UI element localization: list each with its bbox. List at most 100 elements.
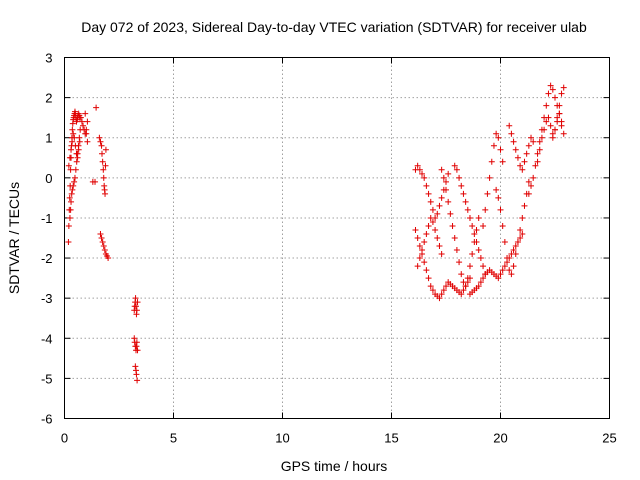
data-point <box>510 138 517 145</box>
series-track-u <box>549 110 567 141</box>
y-tick-label: 3 <box>45 51 52 66</box>
data-point <box>68 146 75 153</box>
data-point <box>512 251 519 258</box>
data-point <box>523 150 530 157</box>
data-point <box>556 102 563 109</box>
data-point <box>514 239 521 246</box>
data-point <box>70 182 77 189</box>
data-point <box>84 118 91 125</box>
data-point <box>525 190 532 197</box>
data-point <box>72 166 79 173</box>
x-tick-label: 10 <box>275 431 289 446</box>
data-point <box>458 182 465 189</box>
data-point <box>75 146 82 153</box>
data-point <box>427 214 434 221</box>
data-point <box>70 130 77 137</box>
data-point <box>469 222 476 229</box>
data-point <box>462 198 469 205</box>
data-point <box>429 218 436 225</box>
data-point <box>541 126 548 133</box>
data-point <box>65 222 72 229</box>
data-points <box>65 82 567 384</box>
data-point <box>425 275 432 282</box>
data-point <box>471 230 478 237</box>
data-point <box>423 182 430 189</box>
data-point <box>68 198 75 205</box>
data-point <box>466 214 473 221</box>
data-point <box>519 230 526 237</box>
data-point <box>530 174 537 181</box>
data-point <box>460 190 467 197</box>
data-point <box>69 186 76 193</box>
data-point <box>525 178 532 185</box>
data-point <box>517 226 524 233</box>
data-point <box>488 158 495 165</box>
data-point <box>443 178 449 185</box>
grid-lines <box>64 57 610 419</box>
data-point <box>495 275 502 282</box>
x-tick-label: 20 <box>493 431 507 446</box>
data-point <box>453 166 460 173</box>
data-point <box>100 243 107 250</box>
data-point <box>98 235 105 241</box>
data-point <box>528 182 535 189</box>
data-point <box>473 226 480 233</box>
data-point <box>434 235 441 241</box>
data-point <box>451 162 458 169</box>
series-track-m <box>438 166 482 290</box>
data-point <box>438 251 445 258</box>
data-point <box>83 130 90 137</box>
data-point <box>440 287 447 294</box>
series-track-s <box>525 82 565 197</box>
chart-title: Day 072 of 2023, Sidereal Day-to-day VTE… <box>81 19 587 35</box>
data-point <box>560 130 567 137</box>
data-point <box>71 134 78 141</box>
data-point <box>423 267 430 274</box>
data-point <box>536 138 543 145</box>
data-point <box>556 110 563 117</box>
data-point <box>102 146 109 153</box>
data-point <box>462 283 469 290</box>
data-point <box>100 174 107 181</box>
data-point <box>549 86 556 93</box>
data-point <box>434 210 441 217</box>
data-point <box>521 202 528 209</box>
data-point <box>432 226 439 233</box>
data-point <box>519 214 526 221</box>
data-point <box>419 170 426 177</box>
data-point <box>71 174 78 181</box>
data-point <box>508 130 515 137</box>
data-point <box>65 162 72 169</box>
data-point <box>534 150 541 157</box>
data-point <box>102 190 109 197</box>
y-tick-label: -3 <box>41 291 53 306</box>
series-track-f <box>89 104 100 185</box>
data-point <box>133 339 140 346</box>
data-point <box>133 371 140 378</box>
data-point <box>66 194 73 201</box>
data-point <box>100 166 107 173</box>
data-point <box>438 166 445 173</box>
data-point <box>77 114 84 121</box>
series-track-n <box>451 162 489 278</box>
data-point <box>68 190 75 197</box>
x-axis-label: GPS time / hours <box>281 458 388 474</box>
data-point <box>545 90 552 97</box>
x-tick-label: 25 <box>602 431 616 446</box>
data-point <box>506 122 513 129</box>
data-point <box>429 206 436 213</box>
data-point <box>480 275 487 282</box>
data-point <box>98 142 105 149</box>
series-track-o <box>466 230 526 298</box>
data-point <box>495 194 502 201</box>
data-point <box>423 230 430 237</box>
data-point <box>560 84 567 91</box>
data-point <box>134 347 141 354</box>
data-point <box>497 271 504 278</box>
data-point <box>514 154 521 161</box>
data-point <box>436 202 443 209</box>
data-point <box>67 166 74 173</box>
data-point <box>554 118 561 125</box>
data-point <box>72 142 79 149</box>
data-point <box>519 166 526 173</box>
